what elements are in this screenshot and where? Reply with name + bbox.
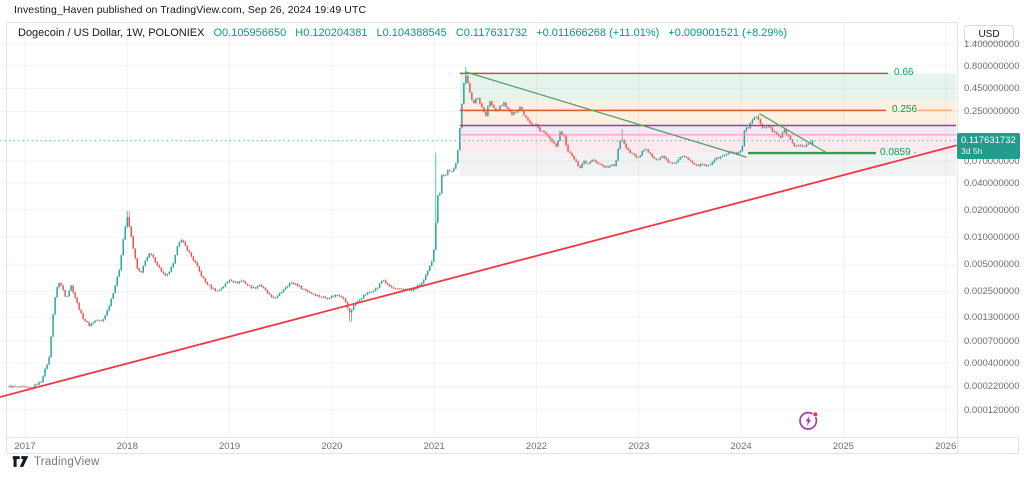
price-axis-label: 0.800000000	[964, 60, 1020, 72]
time-axis-label: 2023	[628, 441, 650, 452]
ohlc-high: H0.120204381	[295, 27, 368, 39]
price-axis-label: 0.020000000	[964, 205, 1020, 217]
price-level-label-0256: 0.256	[892, 104, 918, 116]
ohlc-low: L0.104388545	[376, 27, 447, 39]
time-axis-label: 2018	[116, 441, 138, 452]
price-axis-label: 0.010000000	[964, 232, 1020, 244]
time-axis-label: 2024	[730, 441, 752, 452]
price-axis-separator	[957, 22, 958, 454]
time-axis-label: 2025	[832, 441, 854, 452]
price-zone-band	[460, 135, 956, 153]
time-scale[interactable]: 2017 2018 2019 2020 2021 2022 2023 2024 2025 2026	[0, 438, 957, 455]
chart-legend: Dogecoin / US Dollar, 1W, POLONIEX O0.10…	[18, 27, 787, 39]
primary-uptrend-line[interactable]	[0, 144, 957, 398]
long-downtrend-line[interactable]	[465, 71, 747, 158]
tradingview-logo	[12, 456, 29, 467]
current-price-value: 0.117631732	[961, 134, 1016, 146]
symbol-title[interactable]: Dogecoin / US Dollar, 1W, POLONIEX	[18, 27, 205, 39]
time-axis-label: 2022	[525, 441, 548, 452]
bar-close-countdown: 3d 5h	[961, 145, 983, 156]
tradingview-attribution[interactable]: TradingView	[12, 455, 99, 468]
price-axis-label: 0.005000000	[964, 259, 1020, 271]
price-level-label-0859: 0.0859 ·	[880, 147, 917, 159]
current-price-badge: 0.117631732 3d 5h	[957, 132, 1020, 159]
price-axis-label: 0.000220000	[964, 381, 1020, 393]
price-axis-label: 1.400000000	[964, 39, 1020, 50]
ohlc-close: C0.117631732	[455, 27, 528, 39]
time-axis-label: 2020	[321, 441, 343, 452]
publisher-attribution: Investing_Haven published on TradingView…	[14, 4, 367, 16]
time-axis-label: 2019	[219, 441, 241, 452]
price-axis-label: 0.450000000	[964, 83, 1020, 95]
price-axis-label: 0.070000000	[964, 156, 1020, 168]
ohlc-open: O0.105956650	[213, 27, 287, 39]
price-axis-label: 0.000400000	[964, 357, 1020, 369]
plot-area[interactable]	[0, 22, 957, 437]
currency-unit-button[interactable]: USD	[964, 25, 1014, 43]
price-zone-band	[460, 73, 956, 101]
tradingview-logo-text: TradingView	[34, 455, 100, 468]
time-axis-separator	[6, 437, 1019, 438]
price-zone-band	[460, 125, 956, 135]
time-axis-label: 2026	[935, 441, 957, 452]
time-axis-label: 2017	[14, 441, 36, 452]
flash-stream-icon[interactable]	[797, 409, 821, 433]
price-axis-label: 0.250000000	[964, 106, 1020, 118]
price-scale[interactable]: USD 1.400000000 0.800000000 0.450000000 0.2…	[958, 22, 1024, 437]
price-axis-label: 0.001300000	[964, 311, 1020, 323]
price-level-label-066: 0.66	[894, 67, 914, 79]
change-percent: +0.009001521 (+8.29%)	[668, 27, 787, 39]
price-axis-label: 0.040000000	[964, 177, 1020, 189]
short-downtrend-line[interactable]	[759, 113, 828, 154]
price-axis-label: 0.000700000	[964, 336, 1020, 348]
price-axis-label: 0.002500000	[964, 286, 1020, 298]
change-absolute: +0.011666268 (+11.01%)	[536, 27, 660, 39]
price-axis-label: 0.000120000	[964, 405, 1020, 417]
time-axis-label: 2021	[423, 441, 445, 452]
price-zone-band	[460, 100, 956, 126]
